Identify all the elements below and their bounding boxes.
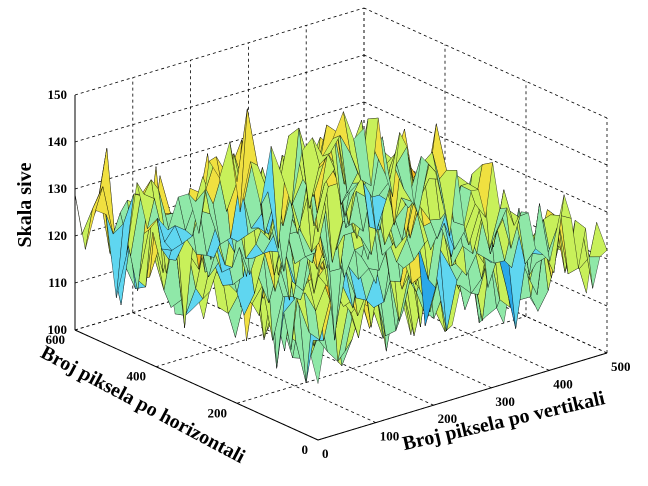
y-tick-label: 600 xyxy=(46,332,66,347)
tick-layer: 100 110 120 130 140 150 0 200 400 600 0 100 200 300 40… xyxy=(46,87,631,461)
x-tick-label: 300 xyxy=(495,394,515,409)
surface-patch xyxy=(74,194,93,250)
grid-line xyxy=(74,101,365,190)
grid-line xyxy=(74,54,365,143)
surface-patch xyxy=(353,127,372,187)
grid-line xyxy=(363,101,608,213)
x-tick-label: 400 xyxy=(553,376,573,391)
surface-layer xyxy=(74,108,608,384)
z-tick-label: 100 xyxy=(48,322,68,337)
z-tick-label: 140 xyxy=(48,134,68,149)
z-tick-label: 130 xyxy=(48,181,68,196)
grid-line xyxy=(74,7,365,96)
y-axis-line xyxy=(74,329,319,441)
grid-line xyxy=(236,315,527,404)
grid-line xyxy=(132,312,376,423)
x-tick-label: 100 xyxy=(380,429,400,444)
y-tick-label: 0 xyxy=(302,442,309,457)
y-tick-label: 200 xyxy=(208,405,228,420)
z-tick-label: 110 xyxy=(48,275,67,290)
y-tick-label: 400 xyxy=(127,369,147,384)
z-tick-label: 120 xyxy=(48,228,68,243)
x-tick-label: 0 xyxy=(322,446,329,461)
z-tick-label: 150 xyxy=(48,87,68,102)
grid-line xyxy=(363,7,608,119)
x-tick-label: 500 xyxy=(611,359,631,374)
x-tick-label: 200 xyxy=(438,411,458,426)
z-axis-title: Skala sive xyxy=(14,162,36,247)
x-axis-line xyxy=(317,352,608,441)
grid-line xyxy=(363,54,608,166)
surface-patch xyxy=(589,221,608,258)
